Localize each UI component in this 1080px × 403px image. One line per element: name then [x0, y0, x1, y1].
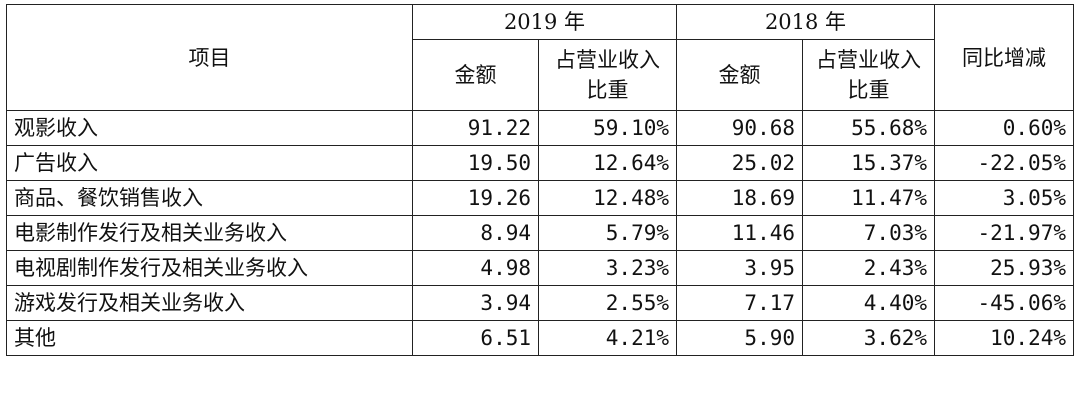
amount-2018-cell: 5.90: [676, 320, 803, 356]
row-item-label: 电视剧制作发行及相关业务收入: [6, 250, 413, 286]
share-2018-cell: 7.03%: [802, 215, 935, 251]
header-row-metrics: 金额 占营业收入比重 金额 占营业收入比重: [7, 39, 1074, 111]
amount-2018-cell: 7.17: [676, 285, 803, 321]
table-row: 电影制作发行及相关业务收入 8.94 5.79% 11.46 7.03% -21.97%: [6, 215, 1074, 251]
share-2018-cell: 55.68%: [802, 110, 935, 146]
yoy-cell: 25.93%: [934, 250, 1074, 286]
amount-2018-cell: 18.69: [676, 180, 803, 216]
row-item-label: 其他: [6, 320, 413, 356]
header-amount-2018: 金额: [676, 39, 803, 111]
share-2018-cell: 2.43%: [802, 250, 935, 286]
row-item-label: 商品、餐饮销售收入: [6, 180, 413, 216]
table-row: 其他 6.51 4.21% 5.90 3.62% 10.24%: [6, 320, 1074, 356]
header-year-2018: 2018 年: [676, 4, 935, 40]
share-2019-cell: 59.10%: [538, 110, 677, 146]
header-row-years: 项目 2019 年 2018 年 同比增减: [6, 4, 1074, 111]
table-row: 广告收入 19.50 12.64% 25.02 15.37% -22.05%: [6, 145, 1074, 181]
amount-2019-cell: 3.94: [412, 285, 539, 321]
amount-2019-cell: 6.51: [412, 320, 539, 356]
share-2019-cell: 12.64%: [538, 145, 677, 181]
revenue-table: 项目 2019 年 2018 年 同比增减 金额 占营业收入比重 金额 占营业收…: [6, 4, 1074, 356]
header-share-2019: 占营业收入比重: [538, 39, 677, 111]
yoy-cell: -21.97%: [934, 215, 1074, 251]
share-2018-cell: 3.62%: [802, 320, 935, 356]
table-row: 观影收入 91.22 59.10% 90.68 55.68% 0.60%: [6, 110, 1074, 146]
row-item-label: 观影收入: [6, 110, 413, 146]
share-2019-cell: 2.55%: [538, 285, 677, 321]
header-yoy: 同比增减: [934, 4, 1074, 111]
share-2019-cell: 4.21%: [538, 320, 677, 356]
share-2018-cell: 15.37%: [802, 145, 935, 181]
amount-2018-cell: 11.46: [676, 215, 803, 251]
yoy-cell: 0.60%: [934, 110, 1074, 146]
yoy-cell: 10.24%: [934, 320, 1074, 356]
amount-2019-cell: 4.98: [412, 250, 539, 286]
row-item-label: 广告收入: [6, 145, 413, 181]
header-share-2018: 占营业收入比重: [802, 39, 935, 111]
amount-2019-cell: 19.26: [412, 180, 539, 216]
table-row: 商品、餐饮销售收入 19.26 12.48% 18.69 11.47% 3.05%: [6, 180, 1074, 216]
amount-2019-cell: 8.94: [412, 215, 539, 251]
header-item: 项目: [6, 4, 413, 111]
row-item-label: 电影制作发行及相关业务收入: [6, 215, 413, 251]
header-amount-2019: 金额: [412, 39, 539, 111]
amount-2018-cell: 3.95: [676, 250, 803, 286]
amount-2018-cell: 90.68: [676, 110, 803, 146]
yoy-cell: -22.05%: [934, 145, 1074, 181]
amount-2018-cell: 25.02: [676, 145, 803, 181]
share-2018-cell: 4.40%: [802, 285, 935, 321]
share-2018-cell: 11.47%: [802, 180, 935, 216]
table-row: 游戏发行及相关业务收入 3.94 2.55% 7.17 4.40% -45.06%: [6, 285, 1074, 321]
share-2019-cell: 5.79%: [538, 215, 677, 251]
share-2019-cell: 12.48%: [538, 180, 677, 216]
table-body: 观影收入 91.22 59.10% 90.68 55.68% 0.60% 广告收入 19.50…: [6, 110, 1074, 356]
header-year-2019: 2019 年: [412, 4, 677, 40]
yoy-cell: 3.05%: [934, 180, 1074, 216]
row-item-label: 游戏发行及相关业务收入: [6, 285, 413, 321]
amount-2019-cell: 91.22: [412, 110, 539, 146]
yoy-cell: -45.06%: [934, 285, 1074, 321]
table-row: 电视剧制作发行及相关业务收入 4.98 3.23% 3.95 2.43% 25.93%: [6, 250, 1074, 286]
share-2019-cell: 3.23%: [538, 250, 677, 286]
amount-2019-cell: 19.50: [412, 145, 539, 181]
